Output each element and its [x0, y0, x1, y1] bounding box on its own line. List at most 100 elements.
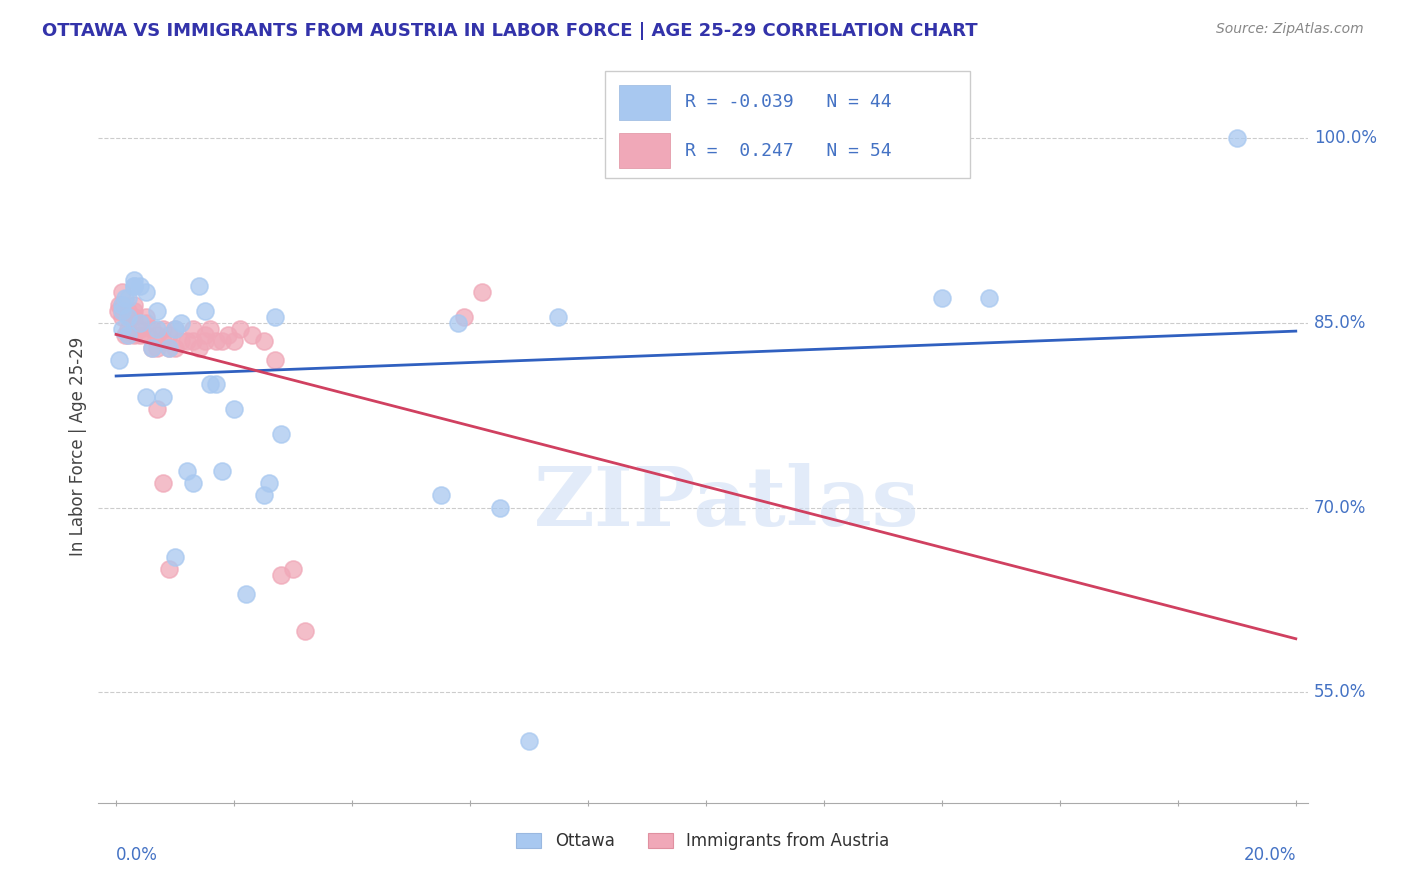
Point: [122, 279, 145, 293]
Point: [146, 322, 169, 336]
Point: [447, 316, 470, 330]
Point: [252, 334, 274, 349]
Point: [194, 334, 217, 349]
Text: 100.0%: 100.0%: [1313, 129, 1376, 147]
Point: [181, 475, 204, 490]
Point: [117, 303, 139, 318]
Text: R =  0.247   N = 54: R = 0.247 N = 54: [685, 142, 891, 160]
Point: [128, 316, 150, 330]
Point: [270, 568, 292, 582]
Text: 55.0%: 55.0%: [1313, 683, 1367, 701]
Point: [122, 328, 145, 343]
Point: [157, 562, 180, 576]
Point: [471, 285, 494, 300]
Point: [152, 334, 174, 349]
Point: [141, 341, 163, 355]
Point: [120, 310, 142, 324]
Point: [176, 464, 198, 478]
Point: [429, 488, 451, 502]
Text: R = -0.039   N = 44: R = -0.039 N = 44: [685, 94, 891, 112]
Point: [117, 328, 139, 343]
Point: [111, 310, 134, 324]
Point: [152, 475, 174, 490]
Point: [181, 334, 204, 349]
Point: [135, 390, 157, 404]
Point: [122, 297, 145, 311]
Point: [194, 303, 217, 318]
Point: [146, 303, 169, 318]
Point: [122, 273, 145, 287]
Point: [181, 322, 204, 336]
Point: [211, 464, 233, 478]
Point: [222, 334, 245, 349]
Text: 20.0%: 20.0%: [1243, 846, 1296, 863]
Point: [108, 297, 131, 311]
Point: [170, 316, 193, 330]
Text: 70.0%: 70.0%: [1313, 499, 1367, 516]
Point: [222, 402, 245, 417]
Point: [200, 322, 222, 336]
Point: [111, 322, 134, 336]
Point: [264, 352, 287, 367]
Text: ZIPatlas: ZIPatlas: [534, 463, 920, 543]
Point: [977, 291, 1000, 305]
Point: [152, 322, 174, 336]
Y-axis label: In Labor Force | Age 25-29: In Labor Force | Age 25-29: [69, 336, 87, 556]
Point: [252, 488, 274, 502]
Point: [146, 402, 169, 417]
Text: 0.0%: 0.0%: [117, 846, 157, 863]
Point: [165, 341, 187, 355]
Point: [453, 310, 475, 324]
Point: [1226, 131, 1249, 145]
Point: [107, 303, 129, 318]
Point: [146, 328, 169, 343]
Bar: [619, 134, 671, 168]
Point: [170, 334, 193, 349]
Point: [135, 285, 157, 300]
FancyBboxPatch shape: [605, 71, 970, 178]
Point: [152, 390, 174, 404]
Point: [176, 334, 198, 349]
Point: [165, 322, 187, 336]
Point: [128, 322, 150, 336]
Point: [205, 377, 228, 392]
Point: [117, 291, 139, 305]
Point: [128, 328, 150, 343]
Point: [165, 322, 187, 336]
Point: [187, 341, 209, 355]
Point: [205, 334, 228, 349]
Point: [217, 328, 239, 343]
Point: [128, 279, 150, 293]
Bar: [619, 86, 671, 120]
Point: [135, 316, 157, 330]
Point: [931, 291, 953, 305]
Point: [259, 475, 281, 490]
Point: [111, 285, 134, 300]
Point: [240, 328, 263, 343]
Point: [111, 303, 134, 318]
Point: [157, 341, 180, 355]
Point: [114, 328, 136, 343]
Point: [111, 303, 134, 318]
Point: [111, 297, 134, 311]
Point: [157, 341, 180, 355]
Point: [194, 328, 217, 343]
Point: [157, 328, 180, 343]
Text: OTTAWA VS IMMIGRANTS FROM AUSTRIA IN LABOR FORCE | AGE 25-29 CORRELATION CHART: OTTAWA VS IMMIGRANTS FROM AUSTRIA IN LAB…: [42, 22, 977, 40]
Point: [270, 426, 292, 441]
Point: [108, 352, 131, 367]
Point: [117, 322, 139, 336]
Point: [488, 500, 510, 515]
Point: [235, 587, 257, 601]
Point: [294, 624, 316, 638]
Point: [187, 279, 209, 293]
Legend: Ottawa, Immigrants from Austria: Ottawa, Immigrants from Austria: [508, 824, 898, 859]
Point: [122, 303, 145, 318]
Point: [281, 562, 304, 576]
Point: [547, 310, 569, 324]
Point: [517, 734, 540, 748]
Point: [229, 322, 252, 336]
Point: [211, 334, 233, 349]
Point: [135, 328, 157, 343]
Point: [135, 310, 157, 324]
